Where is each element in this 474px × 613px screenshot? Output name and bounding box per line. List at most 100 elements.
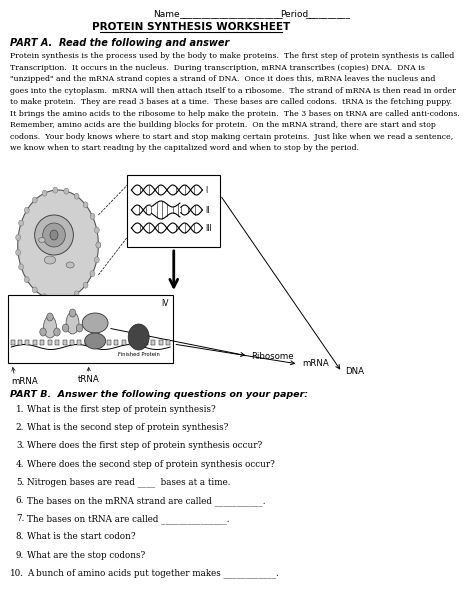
Circle shape [94,227,99,233]
Text: 3.: 3. [16,441,24,451]
Text: What is the start codon?: What is the start codon? [27,533,136,541]
Text: III: III [206,224,212,232]
Circle shape [83,202,88,208]
Text: What is the first step of protein synthesis?: What is the first step of protein synthe… [27,405,216,414]
Bar [77,340,82,345]
Circle shape [83,282,88,288]
Bar [63,340,66,345]
Ellipse shape [44,316,56,338]
Text: Where does the first step of protein synthesis occur?: Where does the first step of protein syn… [27,441,263,451]
Circle shape [53,187,58,193]
Circle shape [69,309,76,317]
Text: 1.: 1. [16,405,24,414]
Ellipse shape [45,256,55,264]
Bar [70,340,74,345]
Text: 10.: 10. [10,569,24,578]
Bar [55,340,59,345]
Text: 8.: 8. [16,533,24,541]
Ellipse shape [85,333,106,349]
Text: "unzipped" and the mRNA strand copies a strand of DNA.  Once it does this, mRNA : "unzipped" and the mRNA strand copies a … [9,75,435,83]
Text: we know when to start reading by the capitalized word and when to stop by the pe: we know when to start reading by the cap… [9,144,359,152]
Text: I: I [206,186,208,194]
Text: Name: Name [153,10,180,19]
Circle shape [42,190,47,196]
Bar [166,340,170,345]
Circle shape [32,287,37,293]
Circle shape [90,270,95,276]
Text: Finished Protein: Finished Protein [118,352,160,357]
Circle shape [96,242,101,248]
Circle shape [96,242,101,248]
Text: II: II [206,205,210,215]
Circle shape [54,328,60,336]
Circle shape [90,213,95,219]
Text: A bunch of amino acids put together makes ____________.: A bunch of amino acids put together make… [27,569,279,579]
Bar [128,175,220,247]
Text: Where does the second step of protein synthesis occur?: Where does the second step of protein sy… [27,460,275,468]
Bar [18,340,22,345]
Text: Nitrogen bases are read ____  bases at a time.: Nitrogen bases are read ____ bases at a … [27,478,231,487]
Text: 5.: 5. [16,478,24,487]
Bar [100,340,104,345]
Bar [114,340,118,345]
Text: The bases on tRNA are called _______________.: The bases on tRNA are called ___________… [27,514,230,524]
Bar [92,340,96,345]
Text: __________: __________ [305,10,350,19]
Text: IV: IV [161,299,169,308]
Text: _______________________: _______________________ [179,10,283,19]
Text: It brings the amino acids to the ribosome to help make the protein.  The 3 bases: It brings the amino acids to the ribosom… [9,110,460,118]
Bar [33,340,37,345]
Text: Remember, amino acids are the building blocks for protein.  On the mRNA strand, : Remember, amino acids are the building b… [9,121,436,129]
Circle shape [64,188,69,194]
Text: mRNA: mRNA [11,377,38,386]
Circle shape [16,235,20,240]
Ellipse shape [66,262,74,268]
Bar [144,340,148,345]
Text: Transcription.  It occurs in the nucleus.  During transcription, mRNA transcribe: Transcription. It occurs in the nucleus.… [9,64,425,72]
Ellipse shape [39,237,45,243]
Circle shape [16,249,20,256]
Bar [107,340,111,345]
Circle shape [24,276,29,283]
Circle shape [50,230,58,240]
Bar [48,340,52,345]
Bar [122,340,126,345]
Text: The bases on the mRNA strand are called ___________.: The bases on the mRNA strand are called … [27,496,266,506]
Bar [137,340,141,345]
Text: What are the stop codons?: What are the stop codons? [27,550,146,560]
Text: Protein synthesis is the process used by the body to make proteins.  The first s: Protein synthesis is the process used by… [9,52,454,60]
Circle shape [24,207,29,213]
Text: 2.: 2. [16,423,24,432]
Circle shape [53,297,58,303]
Bar [151,340,155,345]
Circle shape [32,197,37,203]
Text: 6.: 6. [16,496,24,505]
Ellipse shape [18,190,99,300]
Bar [26,340,29,345]
Text: 7.: 7. [16,514,24,524]
Text: What is the second step of protein synthesis?: What is the second step of protein synth… [27,423,229,432]
Text: to make protein.  They are read 3 bases at a time.  These bases are called codon: to make protein. They are read 3 bases a… [9,98,452,106]
Text: mRNA: mRNA [302,359,329,368]
Text: tRNA: tRNA [78,375,100,384]
Circle shape [64,296,69,302]
Text: PART A.  Read the following and answer: PART A. Read the following and answer [9,38,229,48]
Bar [159,340,163,345]
Bar [8,295,173,363]
Text: Period: Period [281,10,309,19]
Ellipse shape [43,223,65,247]
Bar [129,340,133,345]
Circle shape [76,324,83,332]
Text: codons.  Your body knows where to start and stop making certain proteins.  Just : codons. Your body knows where to start a… [9,132,453,140]
Text: goes into the cytoplasm.  mRNA will then attach itself to a ribosome.  The stran: goes into the cytoplasm. mRNA will then … [9,86,456,94]
Text: PROTEIN SYNTHESIS WORKSHEET: PROTEIN SYNTHESIS WORKSHEET [92,22,290,32]
Circle shape [18,264,24,270]
Circle shape [47,313,53,321]
Circle shape [42,294,47,300]
Circle shape [94,257,99,263]
Ellipse shape [82,313,108,333]
Circle shape [74,193,79,199]
Bar [40,340,44,345]
Bar [85,340,89,345]
Ellipse shape [66,312,79,334]
